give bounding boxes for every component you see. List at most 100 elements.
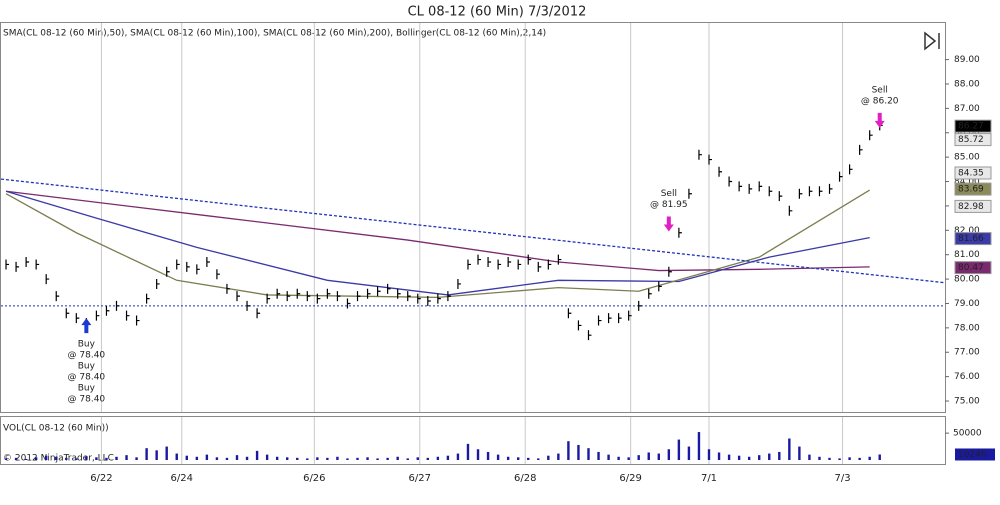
y-tick-label: 85.00 <box>954 153 980 163</box>
price-bar <box>366 288 371 299</box>
y-tick-label: 80.00 <box>954 275 980 285</box>
price-bar <box>65 308 70 319</box>
volume-bar <box>155 450 158 460</box>
x-tick-label: 7/3 <box>835 473 851 484</box>
volume-bar <box>316 457 319 460</box>
price-bar <box>597 315 602 326</box>
price-bar <box>55 291 60 302</box>
volume-bar <box>747 456 751 460</box>
volume-flag-label: 10246 <box>958 450 987 460</box>
price-bar <box>95 310 100 321</box>
volume-bar <box>306 458 309 460</box>
x-tick-label: 7/1 <box>701 473 717 484</box>
volume-bar <box>215 457 219 460</box>
volume-bar <box>537 458 540 460</box>
annotation-text: Sell <box>872 85 888 95</box>
v-tick-label: 50000 <box>953 429 982 439</box>
price-bar <box>838 171 843 182</box>
sell-arrow <box>663 216 674 232</box>
price-bar <box>859 144 863 155</box>
volume-bar <box>818 456 821 460</box>
y-tick-label: 75.00 <box>954 397 980 407</box>
price-bar <box>166 266 170 277</box>
price-bar <box>156 278 160 289</box>
volume-bar <box>275 456 279 460</box>
volume-bar <box>737 455 741 460</box>
y-tick-label: 89.00 <box>954 55 980 65</box>
buy-arrow <box>81 318 92 334</box>
price-bar <box>698 149 702 160</box>
price-bar <box>45 274 50 285</box>
price-bar <box>246 300 251 311</box>
price-bar <box>607 313 612 324</box>
volume-bar <box>848 457 851 460</box>
volume-flag <box>955 448 995 461</box>
price-bar <box>788 205 793 216</box>
price-bar <box>146 293 150 304</box>
price-flag-label: 82.98 <box>958 202 984 212</box>
volume-bar <box>557 453 560 460</box>
price-bar <box>547 259 552 270</box>
volume-bar <box>416 457 419 460</box>
price-flag-label: 80.47 <box>958 263 984 273</box>
volume-panel <box>0 416 946 465</box>
price-bar <box>688 188 692 199</box>
annotation-text: @ 81.95 <box>650 200 688 210</box>
volume-bar <box>496 454 500 460</box>
volume-bar <box>175 453 178 460</box>
price-bar <box>567 308 572 319</box>
volume-bar <box>456 453 460 460</box>
volume-bar <box>326 457 329 460</box>
price-bar <box>15 261 20 272</box>
volume-bar <box>446 455 450 460</box>
price-flag <box>954 119 992 133</box>
price-bar <box>557 254 562 265</box>
volume-bar <box>828 457 831 460</box>
volume-label: VOL(CL 08-12 (60 Min)) <box>3 424 109 434</box>
volume-bar <box>486 451 490 460</box>
price-bar <box>869 130 873 141</box>
price-bar <box>417 293 421 304</box>
price-bar <box>397 288 401 299</box>
volume-bar <box>406 458 409 460</box>
price-bar <box>125 310 130 321</box>
volume-bar <box>336 456 339 460</box>
y-tick-label: 81.00 <box>954 250 980 260</box>
volume-bar <box>376 458 379 460</box>
volume-bar <box>346 458 349 460</box>
volume-bar <box>597 451 600 460</box>
price-bar <box>457 278 461 289</box>
volume-bar <box>476 449 480 460</box>
volume-bar <box>878 454 881 460</box>
price-bar <box>286 291 291 302</box>
annotation-text: @ 78.40 <box>68 395 106 405</box>
price-bar <box>798 188 803 199</box>
price-flag <box>954 133 992 147</box>
panel-icon[interactable] <box>924 31 940 51</box>
chart-title: CL 08-12 (60 Min) 7/3/2012 <box>408 5 587 20</box>
price-flag <box>954 199 992 213</box>
volume-bar <box>245 456 249 460</box>
price-bar <box>206 257 210 268</box>
price-bar <box>236 291 240 302</box>
volume-bar <box>587 448 590 460</box>
price-bar <box>216 269 220 280</box>
volume-bar <box>296 457 299 460</box>
volume-bar <box>798 446 801 460</box>
price-bar <box>708 154 712 165</box>
price-bar <box>296 288 301 299</box>
price-bar <box>266 293 271 304</box>
annotation-text: @ 86.20 <box>861 96 899 106</box>
volume-bar <box>768 453 771 460</box>
price-bar <box>828 183 833 194</box>
price-bar <box>115 300 120 311</box>
volume-bar <box>858 457 861 460</box>
x-tick-label: 6/26 <box>303 473 325 484</box>
volume-bar <box>95 457 98 460</box>
price-bar <box>628 310 632 321</box>
x-tick-label: 6/22 <box>90 473 112 484</box>
price-bar <box>186 261 190 272</box>
volume-bar <box>105 457 108 460</box>
price-bar <box>768 186 773 197</box>
